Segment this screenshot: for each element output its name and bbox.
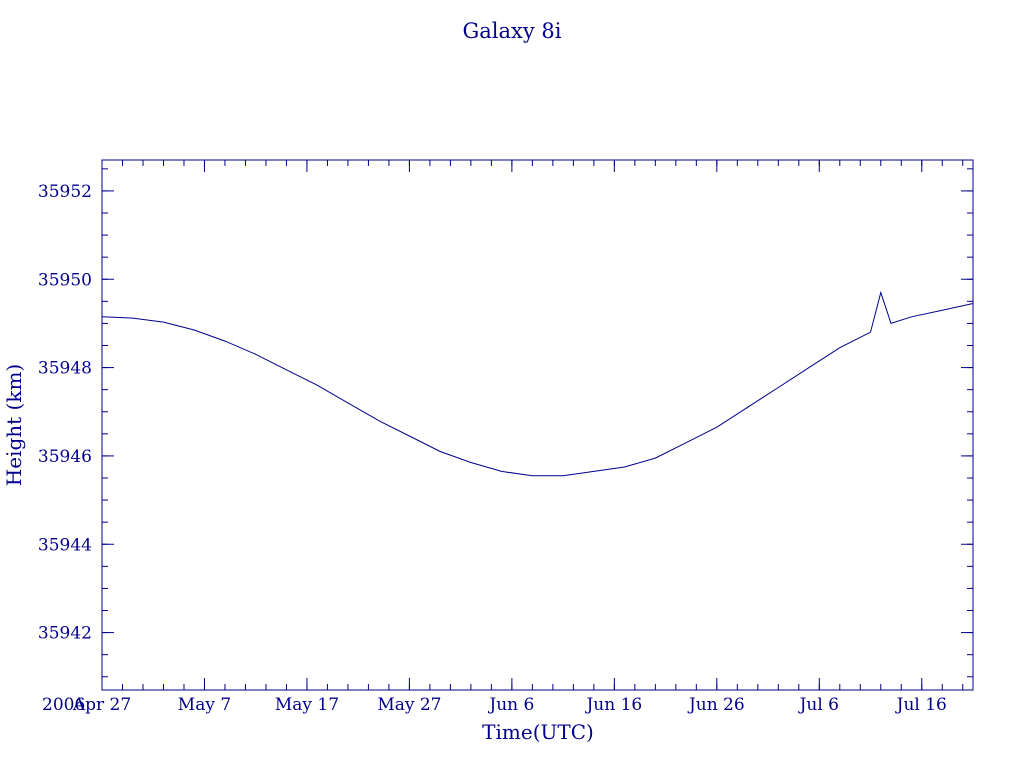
y-tick-label: 35950 [38,270,92,290]
x-tick-label: Jun 16 [584,695,642,715]
y-tick-label: 35948 [38,359,92,379]
y-axis-ticks [102,168,973,678]
x-axis-tick-labels: Apr 27 May 7 May 17 May 27 Jun 6 Jun 16 Jun 26… [72,695,947,715]
y-tick-label: 35942 [38,624,92,644]
y-tick-label: 35952 [38,182,92,202]
y-axis-label: Height (km) [2,364,26,486]
y-tick-label: 35944 [38,535,92,555]
x-tick-label: Jun 6 [487,695,534,715]
y-axis-tick-labels: 35942 35944 35946 35948 35950 35952 [38,182,92,644]
x-tick-label: Jul 6 [798,695,839,715]
chart-title: Galaxy 8i [463,19,562,43]
series-group [101,290,974,477]
x-tick-label: Apr 27 [72,695,131,715]
x-tick-label: May 27 [377,695,441,715]
x-tick-label: Jul 16 [895,695,947,715]
y-tick-label: 35946 [38,447,92,467]
x-axis-ticks [101,160,964,690]
x-tick-label: May 7 [178,695,231,715]
x-axis-year-label: 2006 [42,695,85,715]
x-tick-label: Jun 26 [687,695,745,715]
x-tick-label: May 17 [275,695,339,715]
x-axis-label: Time(UTC) [482,720,594,744]
series-line-0 [101,290,974,477]
plot-frame [101,159,974,691]
